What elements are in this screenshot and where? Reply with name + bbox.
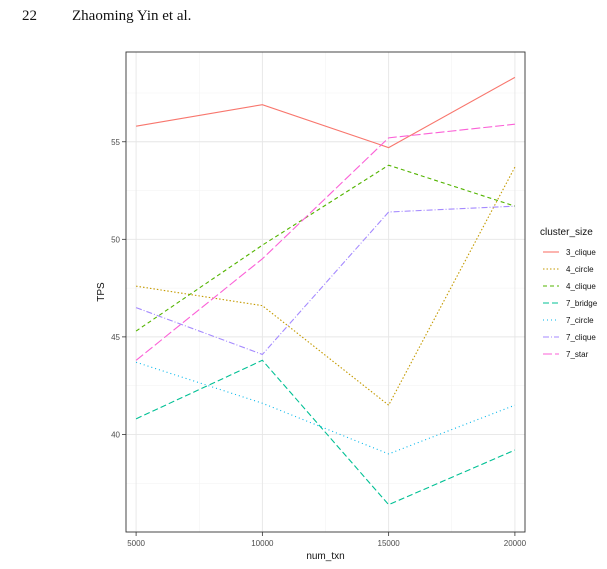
page-number: 22 xyxy=(22,8,37,24)
series-line-7_bridge xyxy=(135,359,516,506)
y-tick-label: 45 xyxy=(111,333,120,342)
y-tick-label: 40 xyxy=(111,430,120,439)
x-tick-label: 15000 xyxy=(378,539,401,548)
legend-title: cluster_size xyxy=(540,227,593,238)
series-line-3_clique xyxy=(136,76,516,149)
series-line-4_circle xyxy=(136,166,516,407)
x-tick-label: 5000 xyxy=(127,539,145,548)
legend-label-4_circle: 4_circle xyxy=(566,265,594,274)
legend-label-7_circle: 7_circle xyxy=(566,316,594,325)
y-axis-title: TPS xyxy=(96,282,107,302)
series-lines xyxy=(135,76,516,506)
x-tick-label: 10000 xyxy=(251,539,274,548)
series-line-7_circle xyxy=(135,361,516,455)
legend: cluster_size 3_clique 4_circle 4_clique 7_b… xyxy=(540,227,598,359)
legend-label-3_clique: 3_clique xyxy=(566,248,596,257)
series-line-7_star xyxy=(135,123,515,361)
x-tick-label: 20000 xyxy=(504,539,527,548)
grid xyxy=(126,52,525,532)
series-line-7_clique xyxy=(135,205,515,356)
y-tick-label: 50 xyxy=(111,235,120,244)
legend-label-7_bridge: 7_bridge xyxy=(566,299,598,308)
plot-border xyxy=(125,51,526,533)
legend-label-7_star: 7_star xyxy=(566,350,589,359)
x-axis-title: num_txn xyxy=(306,551,344,562)
running-head: Zhaoming Yin et al. xyxy=(72,8,192,24)
series-line-4_clique xyxy=(135,164,516,332)
page-header: 22 Zhaoming Yin et al. xyxy=(22,6,607,30)
axis-ticks: 5000 10000 15000 20000 40 45 50 55 xyxy=(111,138,526,548)
legend-label-7_clique: 7_clique xyxy=(566,333,596,342)
legend-label-4_clique: 4_clique xyxy=(566,282,596,291)
y-tick-label: 55 xyxy=(111,138,120,147)
